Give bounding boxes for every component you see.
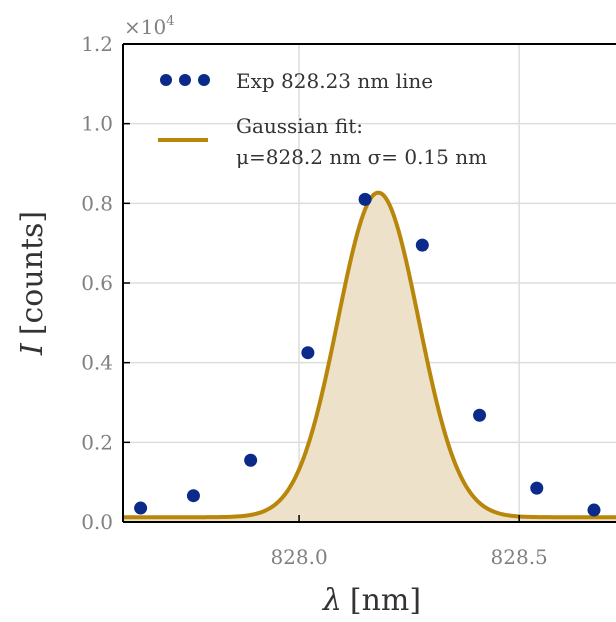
fit-fill-layer (123, 192, 616, 522)
y-tick-label: 0.2 (81, 430, 113, 454)
legend: Exp 828.23 nm line Gaussian fit: μ=828.2… (158, 69, 487, 169)
legend-label-fit: Gaussian fit: (236, 114, 363, 138)
y-tick-label: 0.0 (81, 510, 113, 534)
y-tick-label: 1.0 (81, 112, 113, 136)
y-tick-label: 0.6 (81, 271, 113, 295)
data-point (415, 238, 429, 252)
data-point (244, 453, 258, 467)
data-point (587, 503, 601, 517)
fit-area-fill (123, 192, 616, 522)
data-point (358, 192, 372, 206)
data-points-layer (134, 192, 601, 517)
x-tick-label: 828.0 (270, 545, 327, 569)
y-axis-label: I[counts] (15, 211, 50, 356)
data-point (134, 501, 148, 515)
data-point (186, 489, 200, 503)
x-tick-label: 828.5 (491, 545, 548, 569)
x-axis-label: λ [nm] (322, 583, 421, 618)
tick-labels: 0.0 0.2 0.4 0.6 0.8 1.0 1.2 828.0 828.5 (81, 32, 548, 569)
y-tick-label: 0.8 (81, 191, 113, 215)
legend-marker-points (179, 74, 191, 86)
legend-marker-points (198, 74, 210, 86)
y-tick-label: 0.4 (81, 351, 113, 375)
axes (122, 43, 616, 523)
data-point (301, 346, 315, 360)
legend-label-fit-params: μ=828.2 nm σ= 0.15 nm (236, 145, 487, 169)
legend-marker-points (160, 74, 172, 86)
y-axis-multiplier: ×104 (124, 14, 175, 39)
data-point (530, 481, 544, 495)
y-tick-label: 1.2 (81, 32, 113, 56)
data-point (473, 408, 487, 422)
legend-label-exp: Exp 828.23 nm line (236, 69, 433, 93)
